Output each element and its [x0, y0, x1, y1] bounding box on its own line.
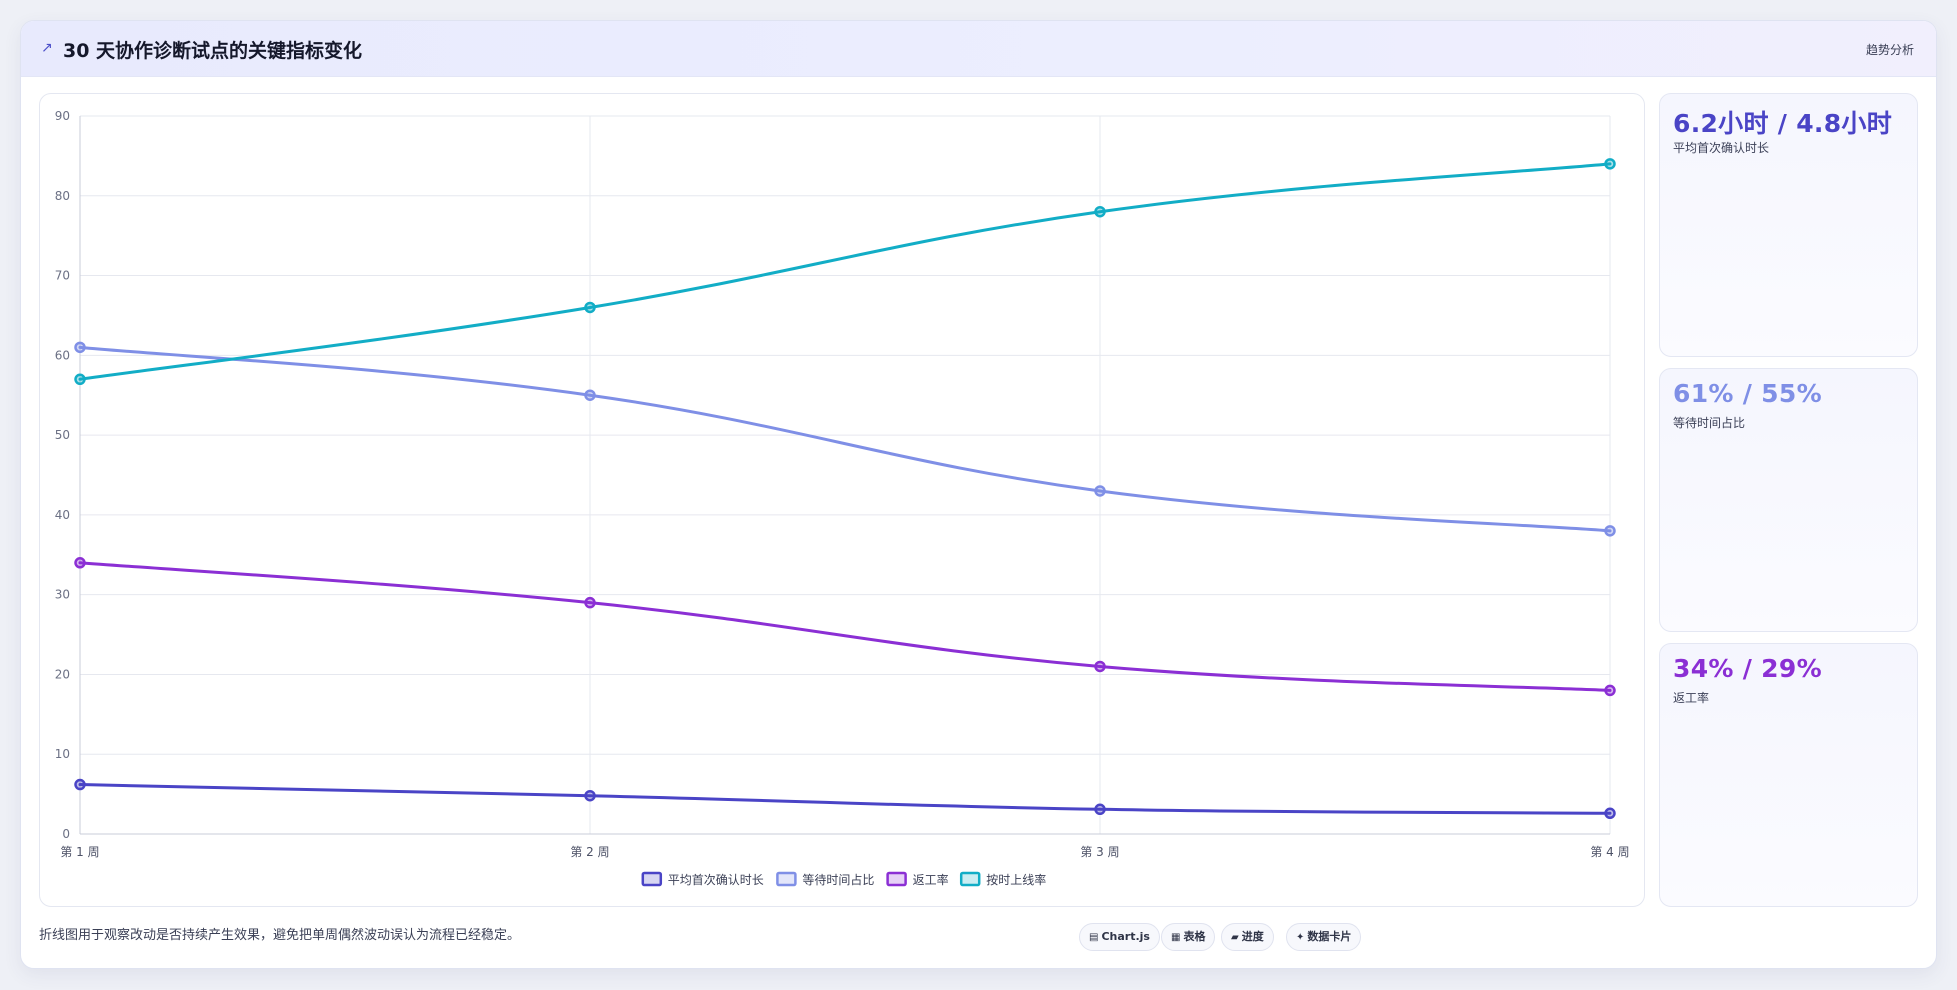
pill-label: Chart.js	[1101, 930, 1150, 943]
progress-icon: ▰	[1231, 932, 1239, 943]
series-line-4	[78, 162, 1612, 381]
stat-card-wait-ratio: 61% / 55% 等待时间占比	[1659, 368, 1918, 632]
stat-card-confirm-time: 6.2小时 / 4.8小时 平均首次确认时长	[1659, 93, 1918, 357]
card-header: ↗ 30 天协作诊断试点的关键指标变化 趋势分析	[21, 21, 1936, 77]
chart-panel: 0 10 20 30 40 50 60 70 80 90 第 1 周 第 2 周 第 3 周 第 4 周平…	[39, 93, 1645, 907]
data-point	[1094, 803, 1106, 816]
data-point	[1604, 158, 1616, 170]
x-tick-label: 第 3 周	[1080, 845, 1119, 859]
y-tick-label: 20	[55, 667, 70, 681]
data-point	[74, 557, 86, 569]
y-tick-label: 30	[55, 588, 70, 602]
legend-label: 按时上线率	[986, 872, 1046, 887]
y-tick-label: 0	[62, 827, 70, 841]
stat-value: 61% / 55%	[1673, 379, 1822, 408]
data-point	[1604, 807, 1616, 820]
table-icon: ▦	[1171, 932, 1181, 943]
data-point	[584, 596, 596, 609]
data-point	[74, 373, 86, 386]
pill-label: 进度	[1241, 930, 1264, 943]
page-title: 30 天协作诊断试点的关键指标变化	[63, 40, 363, 62]
line-chart: 0 10 20 30 40 50 60 70 80 90 第 1 周 第 2 周 第 3 周 第 4 周平…	[55, 109, 1630, 887]
chart-card: ↗ 30 天协作诊断试点的关键指标变化 趋势分析 0 10 20 30 40 50 60 70…	[20, 20, 1937, 969]
stat-label: 平均首次确认时长	[1673, 141, 1770, 155]
legend-label: 平均首次确认时长	[668, 873, 764, 887]
data-point	[1604, 684, 1616, 697]
chart-icon: ▤	[1089, 932, 1099, 943]
data-point	[74, 778, 86, 791]
legend-swatch	[776, 871, 797, 887]
x-tick-label: 第 2 周	[570, 845, 609, 859]
data-point	[584, 389, 596, 401]
legend-swatch	[959, 871, 981, 887]
trend-icon: ↗	[41, 40, 53, 56]
pill-table[interactable]: ▦ 表格	[1161, 923, 1216, 951]
y-tick-label: 90	[55, 109, 70, 123]
series-line-3	[78, 561, 1612, 692]
data-point	[1094, 660, 1106, 673]
data-point	[1604, 525, 1616, 537]
y-tick-label: 70	[55, 269, 70, 283]
series-line-1	[78, 783, 1612, 815]
legend-label: 等待时间占比	[802, 872, 874, 887]
data-point	[1094, 205, 1106, 218]
pill-data-card[interactable]: ✦ 数据卡片	[1286, 923, 1362, 951]
series-line-2	[78, 345, 1612, 533]
analysis-tag: 趋势分析	[1865, 43, 1914, 57]
x-tick-label: 第 1 周	[60, 845, 99, 859]
y-tick-label: 80	[55, 189, 70, 203]
data-point	[1094, 485, 1106, 497]
y-tick-label: 10	[55, 747, 70, 761]
legend-swatch	[886, 871, 907, 887]
stat-card-rework-rate: 34% / 29% 返工率	[1659, 643, 1918, 907]
y-tick-label: 60	[55, 348, 70, 362]
stat-value: 34% / 29%	[1673, 654, 1822, 683]
stat-label: 等待时间占比	[1673, 416, 1746, 430]
legend-swatch	[641, 871, 663, 887]
pill-progress[interactable]: ▰ 进度	[1221, 923, 1274, 951]
y-tick-label: 50	[55, 428, 70, 442]
pill-label: 表格	[1183, 930, 1206, 943]
data-point	[584, 301, 596, 314]
y-tick-label: 40	[55, 508, 70, 522]
stat-value: 6.2小时 / 4.8小时	[1673, 109, 1893, 138]
x-tick-label: 第 4 周	[1590, 845, 1629, 859]
footer-note: 折线图用于观察改动是否持续产生效果，避免把单周偶然波动误认为流程已经稳定。	[39, 928, 521, 943]
pill-chartjs[interactable]: ▤ Chart.js	[1079, 923, 1160, 951]
sparkle-icon: ✦	[1296, 932, 1305, 943]
data-point	[74, 341, 86, 354]
pill-label: 数据卡片	[1307, 930, 1352, 943]
stat-label: 返工率	[1673, 691, 1710, 705]
data-point	[584, 789, 596, 802]
legend-label: 返工率	[913, 872, 949, 887]
